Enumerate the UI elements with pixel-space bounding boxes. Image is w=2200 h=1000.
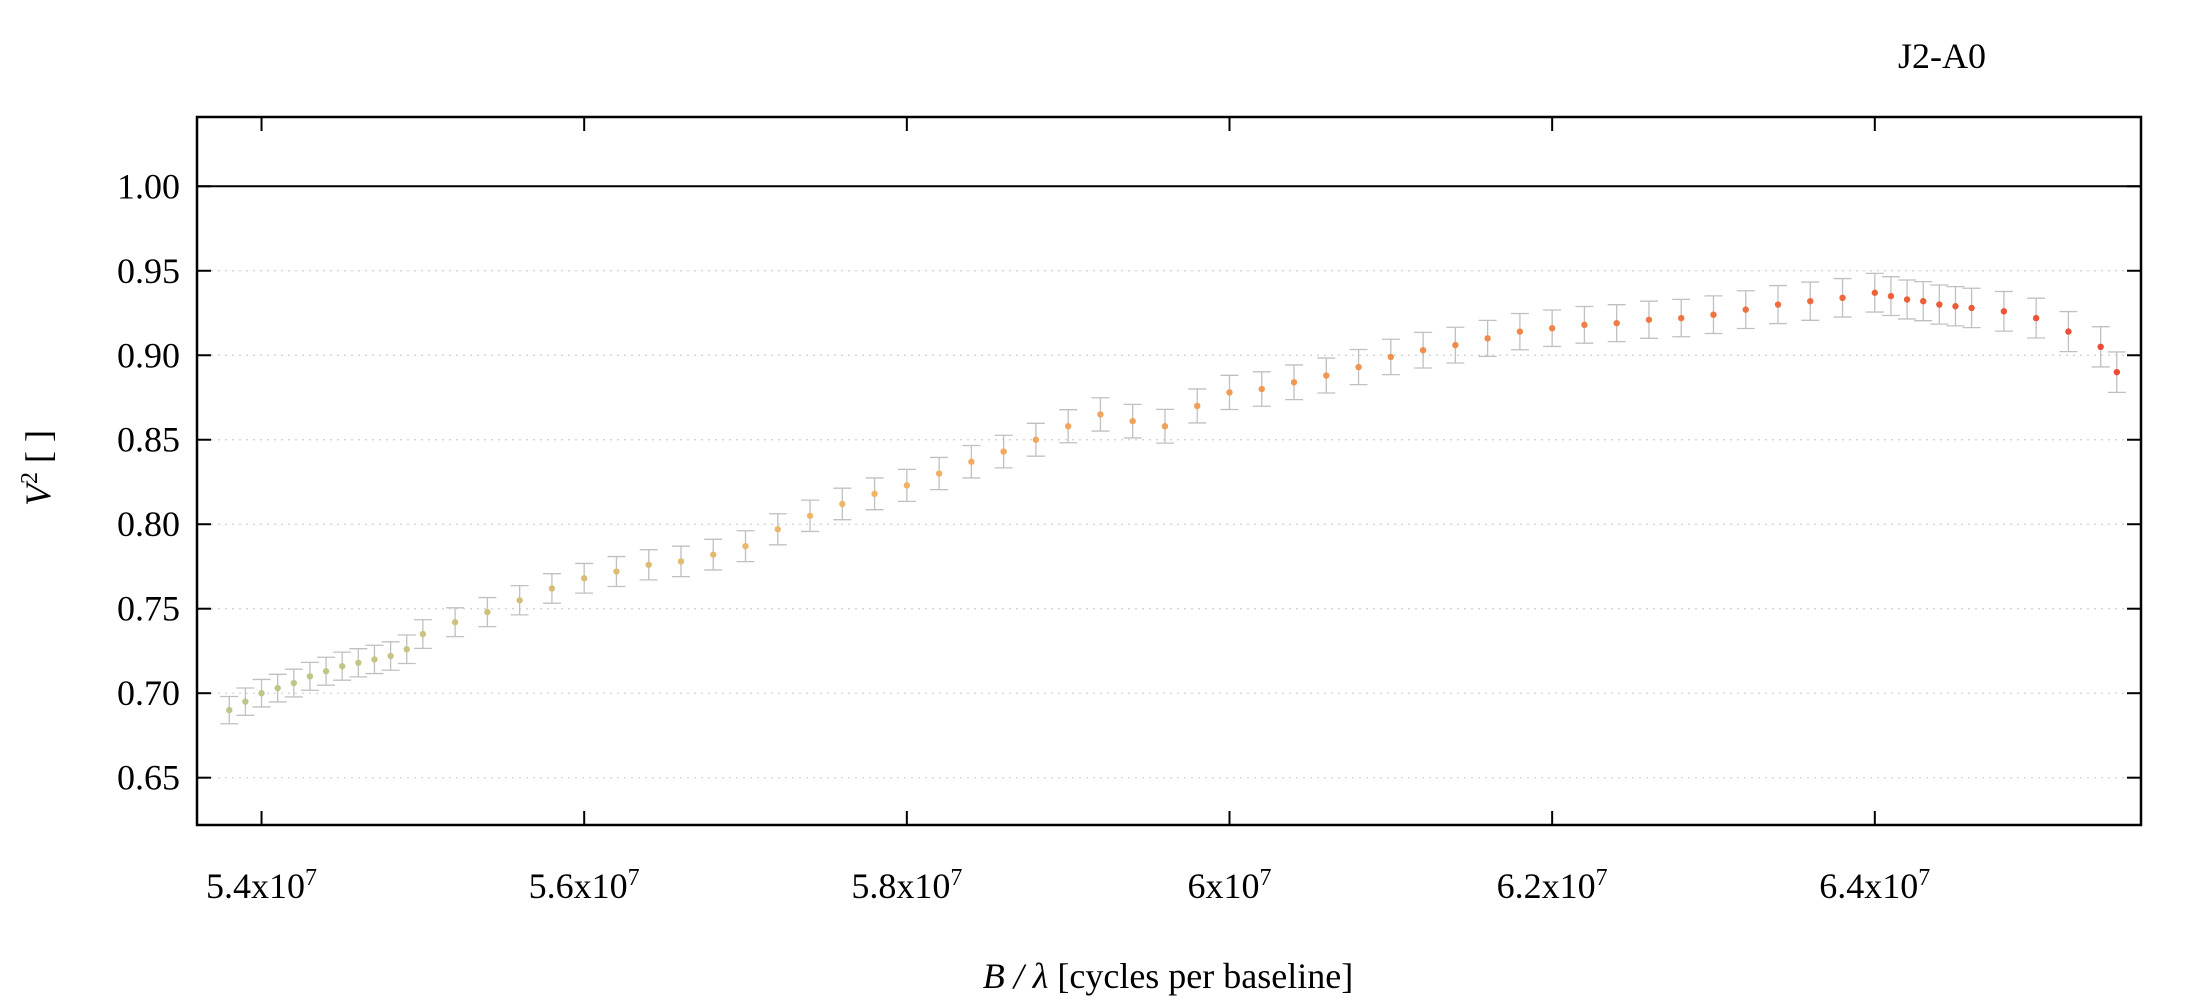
data-point — [548, 585, 556, 592]
x-tick-label: 6.4x107 — [1819, 865, 1930, 906]
y-tick-label: 0.85 — [117, 420, 180, 460]
data-point — [1936, 301, 1943, 308]
data-point — [2113, 368, 2121, 376]
data-point — [371, 656, 378, 663]
x-tick-label: 6.2x107 — [1497, 865, 1608, 906]
data-point — [355, 659, 362, 666]
y-tick-label: 0.75 — [117, 589, 180, 629]
data-point — [1920, 297, 1927, 305]
data-point — [274, 684, 281, 692]
y-tick-label: 0.80 — [117, 504, 180, 544]
data-point — [1807, 297, 1814, 305]
data-point — [226, 706, 233, 714]
axis-ticks — [197, 117, 2141, 825]
data-point — [1645, 316, 1653, 323]
data-point — [1452, 341, 1459, 349]
data-point — [1871, 289, 1879, 296]
data-point — [2065, 328, 2072, 335]
error-bars — [220, 272, 2126, 725]
x-axis-unit: [cycles per baseline] — [1048, 956, 1353, 996]
data-point — [1710, 311, 1717, 318]
y-tick-label: 0.70 — [117, 673, 180, 713]
chart-title: J2-A0 — [1898, 36, 1986, 76]
data-point — [290, 679, 297, 687]
x-tick-label: 5.6x107 — [529, 865, 640, 906]
data-point — [1742, 306, 1749, 313]
x-axis-title: B / λ [cycles per baseline] — [983, 956, 1353, 996]
y-tick-labels: 0.65 0.70 0.75 0.80 0.85 0.90 0.95 1.00 — [117, 166, 180, 797]
data-point — [1194, 402, 1201, 410]
data-point — [1032, 436, 1040, 443]
x-tick-labels: 5.4x107 5.6x107 5.8x107 6x107 6.2x107 6.4x107 — [206, 865, 1930, 906]
data-point — [968, 458, 975, 465]
data-point — [1484, 335, 1491, 342]
data-point — [1516, 328, 1524, 335]
y-axis-title: V2 [ ] — [17, 430, 58, 506]
data-point — [1903, 296, 1911, 303]
data-point — [677, 558, 685, 565]
y-axis-variable: V — [18, 480, 58, 506]
x-tick-label: 6x107 — [1187, 865, 1271, 906]
data-point — [935, 470, 943, 477]
data-point — [580, 575, 588, 582]
data-point — [903, 482, 911, 489]
data-point — [419, 630, 427, 638]
y-axis-unit: [ ] — [18, 430, 58, 472]
data-point — [1581, 321, 1588, 329]
data-point — [1226, 389, 1233, 396]
data-point — [742, 542, 749, 550]
data-point — [451, 619, 459, 626]
data-point — [871, 490, 878, 498]
data-point — [806, 512, 814, 519]
data-point — [1161, 423, 1169, 430]
data-point — [1323, 372, 1330, 379]
data-point — [1129, 417, 1136, 425]
data-point — [1290, 379, 1298, 386]
data-point — [516, 597, 523, 604]
data-point — [2097, 343, 2104, 351]
data-point — [645, 561, 652, 568]
data-point — [306, 673, 314, 680]
data-point — [484, 608, 491, 616]
data-point — [839, 500, 846, 508]
data-point — [1387, 353, 1395, 361]
data-point — [1064, 423, 1072, 430]
data-point — [338, 662, 346, 670]
plot-frame — [195, 115, 2143, 827]
data-point — [258, 690, 265, 697]
y-tick-label: 1.00 — [117, 166, 180, 206]
data-point — [2000, 308, 2008, 315]
x-tick-label: 5.4x107 — [206, 865, 317, 906]
y-tick-label: 0.65 — [117, 758, 180, 798]
data-point — [387, 652, 394, 660]
data-point — [1548, 325, 1556, 332]
data-point — [1258, 385, 1265, 393]
y-tick-label: 0.95 — [117, 251, 180, 291]
data-point — [710, 551, 717, 558]
data-point — [1355, 363, 1362, 371]
data-point — [1678, 314, 1685, 322]
data-point — [1000, 448, 1007, 455]
data-point — [1887, 292, 1895, 300]
data-points — [226, 289, 2121, 714]
x-axis-variable: B / λ — [983, 956, 1049, 996]
data-point — [403, 646, 410, 653]
y-tick-label: 0.90 — [117, 335, 180, 375]
y-axis-exponent: 2 — [17, 472, 43, 484]
data-point — [2032, 314, 2040, 322]
data-point — [613, 568, 620, 575]
gridlines — [197, 270, 2141, 779]
data-point — [1839, 294, 1846, 302]
data-point — [1613, 319, 1620, 327]
x-tick-label: 5.8x107 — [851, 865, 962, 906]
data-point — [242, 698, 249, 705]
data-point — [1968, 304, 1975, 312]
data-point — [1097, 411, 1104, 418]
data-point — [322, 668, 330, 675]
data-point — [774, 526, 781, 533]
data-point — [1774, 301, 1782, 308]
data-point — [1952, 303, 1959, 310]
data-point — [1419, 346, 1427, 354]
